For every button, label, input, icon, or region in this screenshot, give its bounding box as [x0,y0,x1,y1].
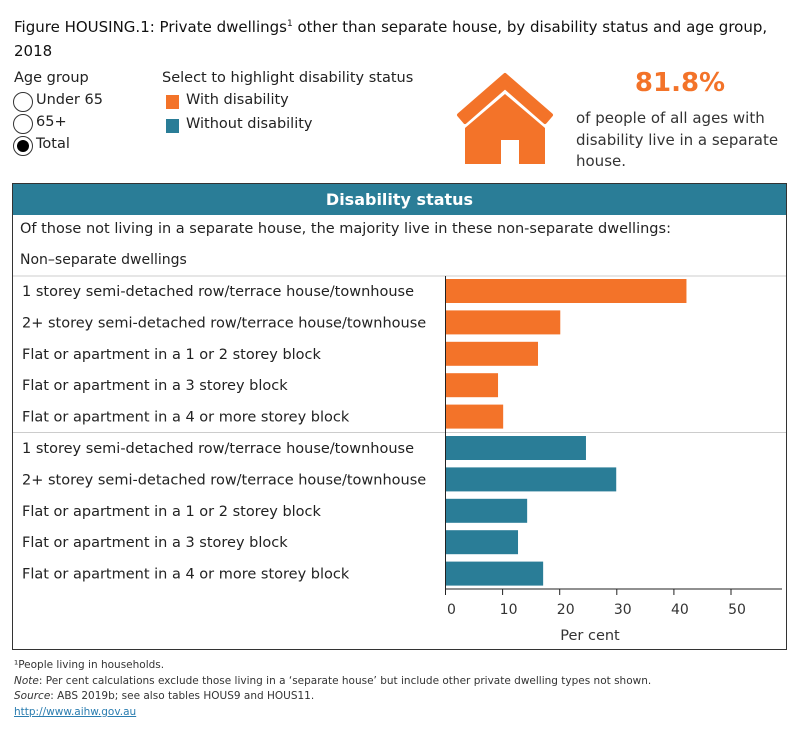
x-tick-label: 40 [671,602,689,618]
figure-title: Figure HOUSING.1: Private dwellings1 oth… [14,12,784,63]
category-label: Flat or apartment in a 1 or 2 storey blo… [22,347,322,363]
x-axis-label: Per cent [560,628,620,644]
bar-chart: 1 storey semi-detached row/terrace house… [13,275,786,644]
column-header: Non–separate dwellings [20,252,187,268]
age-group-label: Age group [14,70,89,86]
category-label: 1 storey semi-detached row/terrace house… [22,284,414,300]
radio-label[interactable]: 65+ [36,114,67,130]
footnote-1: ¹People living in households. [14,659,165,671]
bar [445,436,586,460]
category-label: Flat or apartment in a 4 or more storey … [22,410,350,426]
legend-swatch[interactable] [166,95,179,109]
panel-subtitle: Of those not living in a separate house,… [20,221,671,237]
category-label: Flat or apartment in a 4 or more storey … [22,567,350,583]
kpi-text: of people of all ages with disability li… [576,109,779,170]
category-label: Flat or apartment in a 3 storey block [22,535,288,551]
radio-label[interactable]: Under 65 [36,92,103,108]
radio-label[interactable]: Total [36,136,70,152]
bar [445,498,528,523]
radio-age-0[interactable] [13,92,33,112]
title-text-suffix: other than separate house, by disability… [14,18,768,60]
category-label: 1 storey semi-detached row/terrace house… [22,441,414,457]
bar [445,404,504,429]
bar [445,467,617,492]
x-tick-label: 20 [557,602,575,618]
house-icon [457,73,553,164]
kpi-value: 81.8% [634,68,726,98]
radio-age-2[interactable] [13,136,33,156]
footnote-note: Note: Per cent calculations exclude thos… [14,675,651,687]
bar [445,279,687,303]
aihw-link[interactable]: http://www.aihw.gov.au [14,706,137,718]
note-label: Note [14,675,39,687]
footnote-source: Source: ABS 2019b; see also tables HOUS9… [14,690,314,702]
bar [445,373,499,398]
bar [445,310,561,335]
source-text: : ABS 2019b; see also tables HOUS9 and H… [50,690,315,702]
legend-item[interactable]: Without disability [186,116,313,132]
legend-swatch[interactable] [166,119,179,133]
category-label: 2+ storey semi-detached row/terrace hous… [22,315,426,331]
x-tick-label: 10 [500,602,518,618]
legend-label: Select to highlight disability status [162,70,414,86]
category-label: Flat or apartment in a 3 storey block [22,378,288,394]
note-text: : Per cent calculations exclude those li… [38,675,652,687]
chart-panel [12,183,787,650]
radio-age-1[interactable] [13,114,33,134]
category-label: 2+ storey semi-detached row/terrace hous… [22,472,426,488]
category-label: Flat or apartment in a 1 or 2 storey blo… [22,504,322,520]
panel-header: Disability status [13,184,786,215]
title-text: Figure HOUSING.1: Private dwellings [14,18,287,36]
bar [445,561,544,586]
x-tick-label: 0 [447,602,456,618]
x-tick-label: 30 [614,602,632,618]
title-footnote-mark: 1 [286,19,293,29]
source-label: Source [14,690,51,702]
legend-item[interactable]: With disability [186,92,289,108]
x-tick-label: 50 [728,602,746,618]
bar [445,530,519,555]
bar [445,341,539,366]
